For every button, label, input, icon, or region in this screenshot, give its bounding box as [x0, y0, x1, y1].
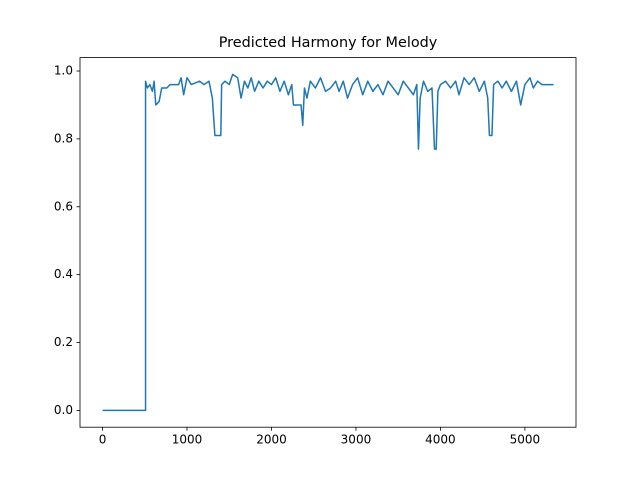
- plot-frame: [79, 57, 577, 428]
- y-tick-label: 0.0: [54, 403, 73, 417]
- y-tick-label: 1.0: [54, 64, 73, 78]
- x-tick-label: 5000: [510, 433, 541, 447]
- x-tick-label: 4000: [425, 433, 456, 447]
- y-tick-label: 0.6: [54, 199, 73, 213]
- data-line: [102, 73, 554, 412]
- x-tick-label: 2000: [256, 433, 287, 447]
- y-tick-label: 0.4: [54, 267, 73, 281]
- x-tick-label: 3000: [341, 433, 372, 447]
- x-tick-label: 1000: [172, 433, 203, 447]
- y-tick-label: 0.8: [54, 131, 73, 145]
- y-tick-label: 0.2: [54, 335, 73, 349]
- chart-title: Predicted Harmony for Melody: [219, 35, 438, 51]
- x-tick-label: 0: [99, 433, 107, 447]
